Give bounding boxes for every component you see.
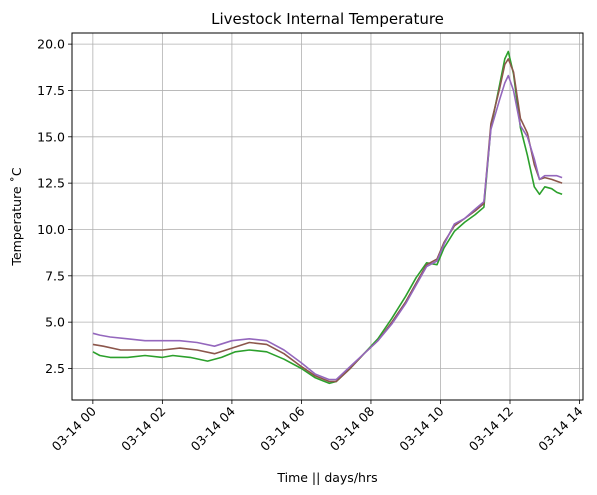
plot-frame	[71, 32, 584, 401]
y-tick-label: 20.0	[37, 37, 65, 52]
y-tick-label: 2.5	[45, 361, 65, 376]
y-axis-label: Temperature ˚C	[9, 167, 24, 266]
series-line-3	[92, 74, 563, 381]
y-tick-label: 15.0	[37, 129, 65, 144]
y-tick-label: 10.0	[37, 222, 65, 237]
grid	[72, 33, 583, 400]
y-tick-label: 7.5	[45, 268, 65, 283]
y-tick-label: 12.5	[37, 176, 65, 191]
chart-title: Livestock Internal Temperature	[211, 10, 444, 28]
y-tick-label: 5.0	[45, 315, 65, 330]
y-tick-label: 17.5	[37, 83, 65, 98]
series-line-2	[92, 58, 563, 383]
series-lines	[92, 50, 563, 385]
x-axis-label: Time || days/hrs	[276, 470, 377, 485]
